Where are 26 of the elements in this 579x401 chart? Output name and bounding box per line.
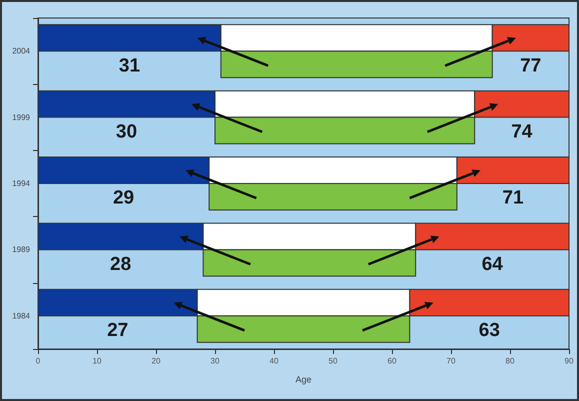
x-tick-label: 50 [328,356,338,366]
annotation: 64 [482,254,504,275]
x-tick-label: 60 [388,356,397,366]
annotation: 77 [520,55,542,76]
y-tick-label: 1984 [12,311,31,320]
annotation: 71 [502,188,524,209]
x-tick-label: 20 [152,356,161,366]
x-tick-label: 40 [270,356,279,366]
x-tick-label: 30 [210,356,220,366]
annotation: 31 [118,55,140,76]
y-tick-label: 1999 [12,112,31,122]
x-axis-title: Age [295,374,312,384]
x-tick-label: 10 [92,356,102,366]
annotation: 29 [112,188,134,209]
annotation: 30 [116,122,138,143]
annotation: 63 [478,320,500,342]
x-tick-label: 90 [564,356,574,366]
x-tick-label: 80 [506,356,515,366]
y-tick-label: 1989 [12,245,31,254]
x-tick-label: 0 [36,356,41,366]
annotation: 28 [110,254,132,275]
x-tick-label: 70 [446,356,456,366]
annotation: 74 [511,122,533,143]
y-tick-label: 1994 [12,179,31,188]
annotation: 27 [107,320,128,342]
y-tick-label: 2004 [12,46,31,56]
